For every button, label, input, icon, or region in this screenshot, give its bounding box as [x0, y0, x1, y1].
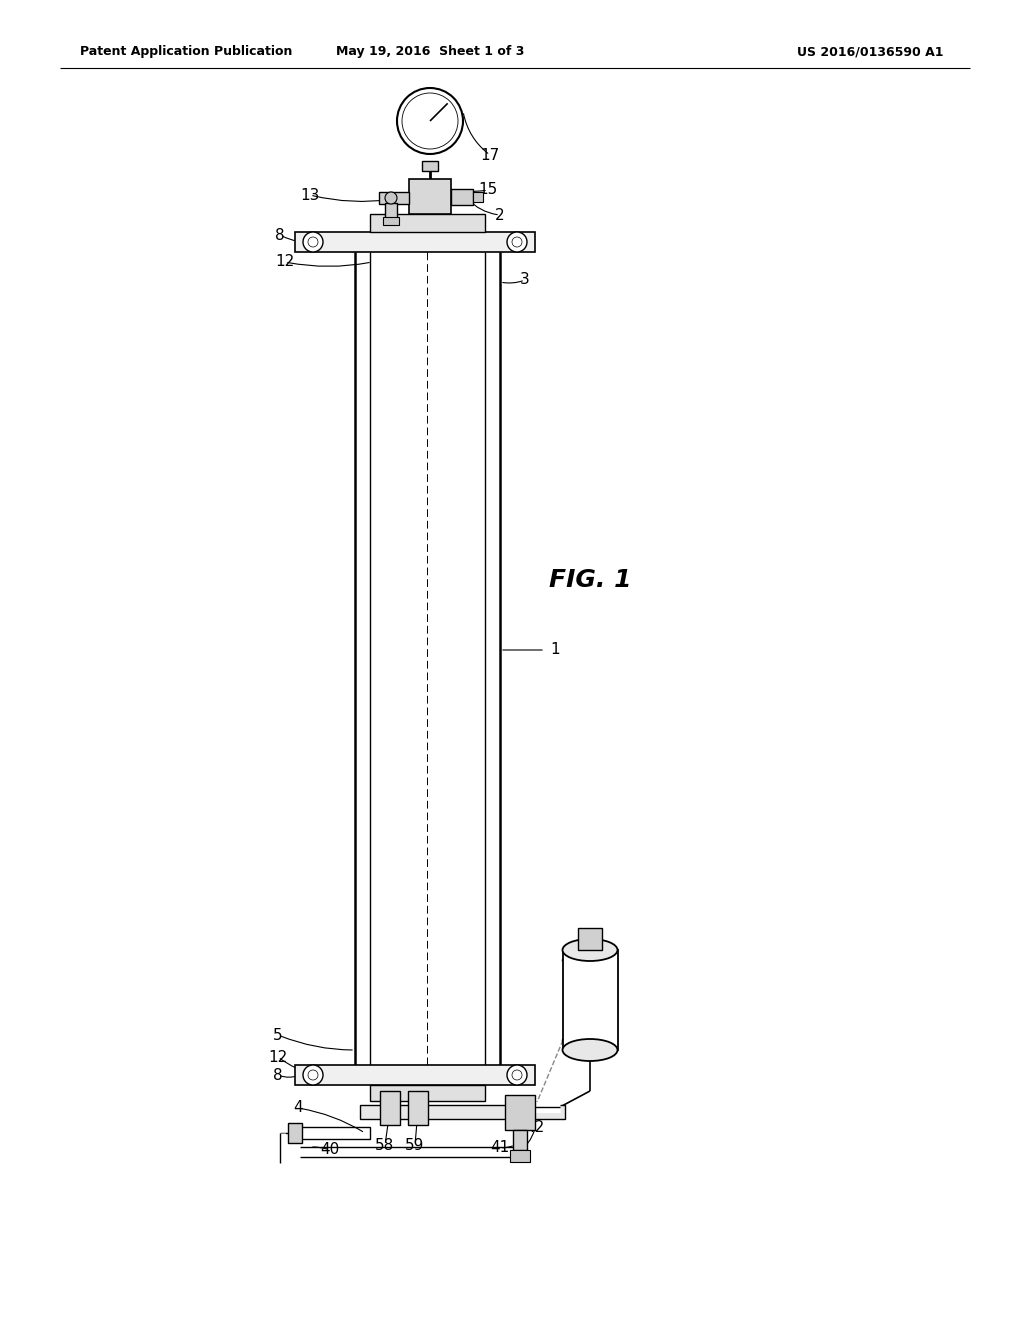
Text: 13: 13 — [300, 187, 319, 202]
Circle shape — [385, 191, 397, 205]
Text: 12: 12 — [275, 255, 295, 269]
Text: 5: 5 — [273, 1027, 283, 1043]
Bar — [370, 214, 485, 232]
Text: May 19, 2016  Sheet 1 of 3: May 19, 2016 Sheet 1 of 3 — [336, 45, 524, 58]
Bar — [578, 928, 602, 950]
Bar — [360, 1105, 565, 1119]
Circle shape — [308, 238, 318, 247]
Text: 45: 45 — [560, 953, 580, 968]
Bar — [513, 1130, 527, 1150]
Bar — [288, 1123, 302, 1143]
Bar — [510, 1150, 530, 1162]
Text: 12: 12 — [268, 1049, 288, 1064]
Text: 41: 41 — [490, 1140, 510, 1155]
Bar — [295, 232, 535, 252]
Text: 2: 2 — [496, 207, 505, 223]
Text: 59: 59 — [406, 1138, 425, 1152]
Text: 17: 17 — [480, 148, 500, 162]
Text: 8: 8 — [273, 1068, 283, 1082]
Bar — [379, 191, 409, 205]
Ellipse shape — [562, 939, 617, 961]
Bar — [380, 1092, 400, 1125]
Bar — [409, 180, 451, 214]
Circle shape — [507, 232, 527, 252]
Circle shape — [308, 1071, 318, 1080]
Circle shape — [512, 238, 522, 247]
Text: US 2016/0136590 A1: US 2016/0136590 A1 — [797, 45, 943, 58]
Bar — [300, 1127, 370, 1139]
Bar — [408, 1092, 428, 1125]
Text: 43: 43 — [515, 1102, 535, 1118]
Text: 42: 42 — [525, 1121, 545, 1135]
Text: FIG. 1: FIG. 1 — [549, 568, 631, 591]
Circle shape — [512, 1071, 522, 1080]
Text: 4: 4 — [293, 1101, 303, 1115]
Text: Patent Application Publication: Patent Application Publication — [80, 45, 293, 58]
Bar — [505, 1096, 535, 1130]
Bar — [451, 189, 473, 205]
Text: 8: 8 — [275, 227, 285, 243]
Text: 40: 40 — [321, 1143, 340, 1158]
Text: 58: 58 — [376, 1138, 394, 1152]
Bar — [422, 161, 438, 172]
Circle shape — [303, 232, 323, 252]
Bar — [295, 1065, 535, 1085]
Text: 15: 15 — [478, 182, 498, 198]
Bar — [473, 191, 483, 202]
Text: 1: 1 — [550, 643, 560, 657]
Bar — [385, 203, 397, 219]
Bar — [370, 1085, 485, 1101]
Bar — [383, 216, 399, 224]
Bar — [563, 950, 618, 1049]
Ellipse shape — [562, 1039, 617, 1061]
Text: 44: 44 — [560, 1032, 580, 1048]
Text: 3: 3 — [520, 272, 529, 288]
Circle shape — [303, 1065, 323, 1085]
Circle shape — [397, 88, 463, 154]
Circle shape — [507, 1065, 527, 1085]
Circle shape — [402, 92, 458, 149]
